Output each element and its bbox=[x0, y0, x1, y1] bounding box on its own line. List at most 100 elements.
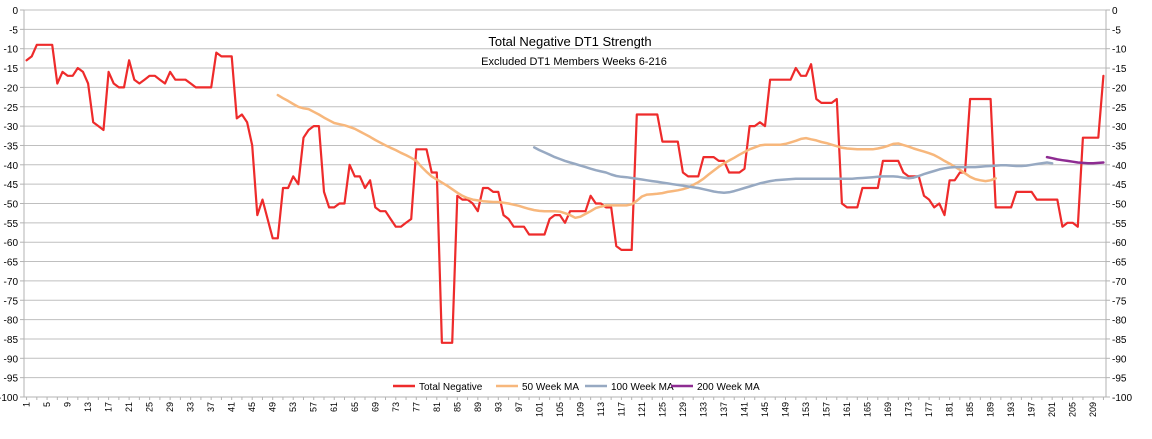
x-tick-label: 5 bbox=[42, 402, 52, 407]
x-tick-label: 197 bbox=[1027, 402, 1037, 417]
x-tick-label: 69 bbox=[370, 402, 380, 412]
x-tick-label: 181 bbox=[945, 402, 955, 417]
x-tick-label: 117 bbox=[616, 402, 626, 416]
x-tick-label: 1 bbox=[22, 402, 32, 407]
x-tick-label: 133 bbox=[698, 402, 708, 417]
y-tick-label-right: -70 bbox=[1112, 277, 1127, 288]
y-tick-label-left: -20 bbox=[4, 83, 19, 94]
y-tick-label-left: -10 bbox=[4, 45, 19, 56]
y-tick-label-right: -40 bbox=[1112, 161, 1127, 172]
x-tick-label: 185 bbox=[965, 402, 975, 417]
y-tick-label-right: -85 bbox=[1112, 335, 1127, 346]
y-tick-label-right: -95 bbox=[1112, 374, 1127, 385]
x-tick-label: 17 bbox=[104, 402, 114, 412]
series-layer bbox=[25, 43, 1105, 344]
legend-label: 100 Week MA bbox=[611, 382, 674, 393]
x-tick-label: 169 bbox=[883, 402, 893, 417]
x-tick-label: 77 bbox=[411, 402, 421, 412]
x-tick-label: 101 bbox=[534, 402, 544, 417]
y-tick-label-right: -50 bbox=[1112, 200, 1127, 211]
x-tick-label: 13 bbox=[83, 402, 93, 412]
x-tick-label: 113 bbox=[596, 402, 606, 416]
y-tick-label-right: -45 bbox=[1112, 180, 1127, 191]
x-tick-label: 161 bbox=[842, 402, 852, 417]
x-tick-label: 65 bbox=[350, 402, 360, 412]
y-tick-label-right: -5 bbox=[1112, 25, 1121, 36]
y-tick-label-left: 0 bbox=[12, 6, 18, 17]
x-tick-label: 173 bbox=[904, 402, 914, 417]
y-tick-label-left: -100 bbox=[0, 393, 18, 404]
x-tick-label: 109 bbox=[575, 402, 585, 417]
x-tick-label: 177 bbox=[924, 402, 934, 417]
y-tick-label-left: -65 bbox=[4, 258, 19, 269]
x-tick-label: 57 bbox=[309, 402, 319, 412]
series-line-200-week-ma bbox=[1045, 155, 1105, 165]
x-tick-label: 33 bbox=[186, 402, 196, 412]
x-tick-label: 49 bbox=[268, 402, 278, 412]
y-tick-label-left: -90 bbox=[4, 354, 19, 365]
legend-label: 200 Week MA bbox=[697, 382, 760, 393]
y-tick-label-left: -95 bbox=[4, 374, 19, 385]
x-tick-label: 45 bbox=[247, 402, 257, 412]
x-tick-label: 93 bbox=[493, 402, 503, 412]
x-tick-label: 137 bbox=[719, 402, 729, 417]
x-tick-label: 209 bbox=[1088, 402, 1098, 417]
x-tick-label: 53 bbox=[288, 402, 298, 412]
x-tick-label: 205 bbox=[1068, 402, 1078, 417]
series-line-total-negative bbox=[25, 43, 1105, 344]
x-tick-label: 193 bbox=[1006, 402, 1016, 417]
x-tick-label: 89 bbox=[473, 402, 483, 412]
x-tick-label: 41 bbox=[227, 402, 237, 412]
x-tick-label: 73 bbox=[391, 402, 401, 412]
y-tick-label-left: -60 bbox=[4, 238, 19, 249]
y-tick-label-left: -30 bbox=[4, 122, 19, 133]
x-tick-label: 97 bbox=[514, 402, 524, 412]
x-tick-label: 201 bbox=[1047, 402, 1057, 417]
y-tick-label-left: -5 bbox=[9, 25, 18, 36]
grid-lines bbox=[23, 9, 1107, 398]
x-tick-label: 129 bbox=[678, 402, 688, 417]
y-tick-label-right: -30 bbox=[1112, 122, 1127, 133]
chart-subtitle: Excluded DT1 Members Weeks 6-216 bbox=[481, 56, 667, 68]
y-tick-label-right: -100 bbox=[1112, 393, 1132, 404]
y-tick-label-left: -70 bbox=[4, 277, 19, 288]
x-tick-label: 29 bbox=[165, 402, 175, 412]
y-axis-right: 0 -5 -10 -15 -20 -25 -30 -35 -40 -45 -50 -55 -60 -65 -… bbox=[1106, 6, 1132, 404]
y-tick-label-left: -40 bbox=[4, 161, 19, 172]
x-tick-label: 37 bbox=[206, 402, 216, 412]
x-tick-label: 149 bbox=[781, 402, 791, 417]
x-tick-label: 25 bbox=[145, 402, 155, 412]
y-tick-label-left: -85 bbox=[4, 335, 19, 346]
x-tick-label: 189 bbox=[986, 402, 996, 417]
legend: Total Negative 50 Week MA 100 Week MA 200 W… bbox=[393, 382, 760, 393]
x-tick-label: 153 bbox=[801, 402, 811, 417]
x-tick-label: 9 bbox=[63, 402, 73, 407]
x-tick-label: 141 bbox=[739, 402, 749, 417]
y-tick-label-right: -55 bbox=[1112, 219, 1127, 230]
y-tick-label-right: -65 bbox=[1112, 258, 1127, 269]
y-tick-label-left: -25 bbox=[4, 103, 19, 114]
y-tick-label-right: -75 bbox=[1112, 296, 1127, 307]
y-tick-label-right: -35 bbox=[1112, 141, 1127, 152]
x-tick-label: 21 bbox=[124, 402, 134, 412]
x-tick-label: 85 bbox=[452, 402, 462, 412]
y-axis-left: 0 -5 -10 -15 -20 -25 -30 -35 -40 -45 -50 -55 -60 -65 -… bbox=[0, 6, 24, 404]
x-tick-label: 165 bbox=[863, 402, 873, 417]
x-tick-label: 105 bbox=[555, 402, 565, 417]
x-tick-label: 125 bbox=[657, 402, 667, 417]
y-tick-label-right: -90 bbox=[1112, 354, 1127, 365]
y-tick-label-right: -10 bbox=[1112, 45, 1127, 56]
y-tick-label-left: -45 bbox=[4, 180, 19, 191]
series-line-50-week-ma bbox=[276, 93, 997, 220]
y-tick-label-right: 0 bbox=[1112, 6, 1118, 17]
y-tick-label-right: -60 bbox=[1112, 238, 1127, 249]
series-line-100-week-ma bbox=[532, 146, 1054, 194]
y-tick-label-right: -15 bbox=[1112, 64, 1127, 75]
x-tick-label: 61 bbox=[329, 402, 339, 412]
y-tick-label-right: -25 bbox=[1112, 103, 1127, 114]
y-tick-label-right: -80 bbox=[1112, 316, 1127, 327]
y-tick-label-left: -75 bbox=[4, 296, 19, 307]
y-tick-label-left: -15 bbox=[4, 64, 19, 75]
